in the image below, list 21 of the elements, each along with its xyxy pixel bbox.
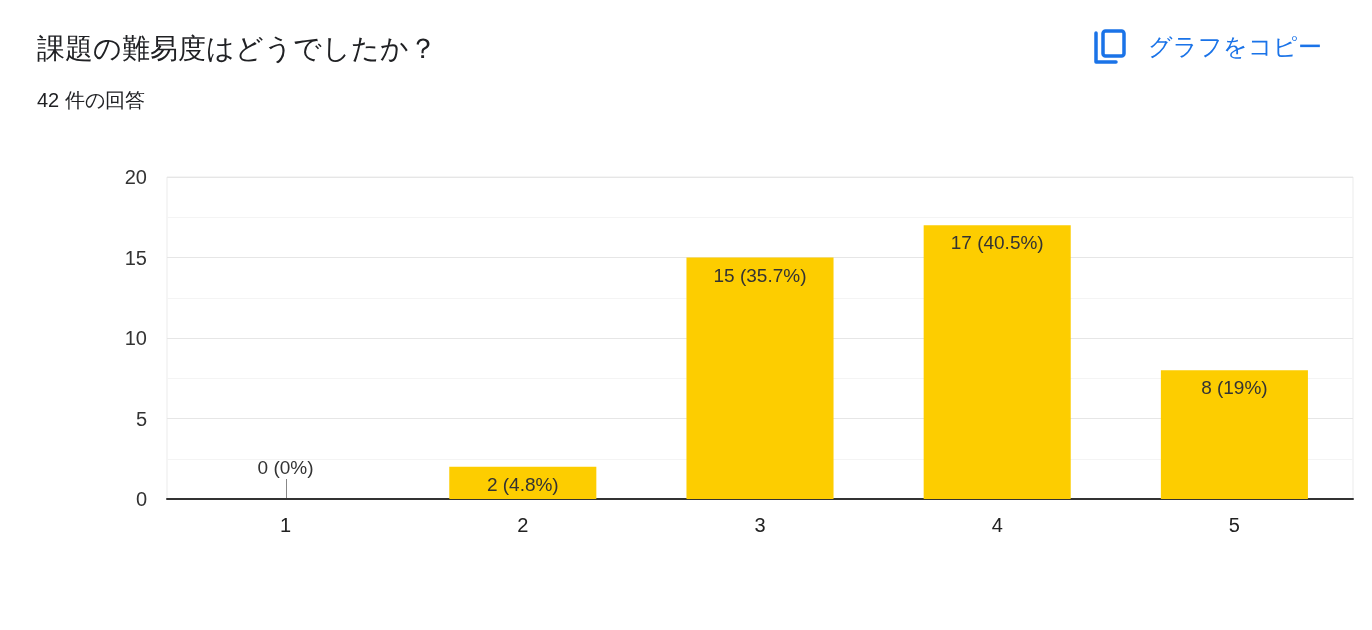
y-tick-label: 15 — [124, 246, 147, 269]
data-label: 0 (0%) — [257, 457, 314, 478]
x-tick-label: 1 — [280, 514, 292, 536]
y-tick-label: 20 — [124, 166, 147, 188]
x-tick-label: 5 — [1228, 514, 1240, 536]
bar — [686, 257, 834, 499]
x-tick-label: 2 — [517, 514, 529, 536]
data-label: 17 (40.5%) — [950, 232, 1044, 254]
y-tick-label: 0 — [135, 488, 147, 510]
data-label: 15 (35.7%) — [713, 264, 807, 286]
text: グラフをコピー — [1148, 32, 1322, 62]
y-tick-label: 5 — [135, 407, 147, 430]
chart-subtitle: 42 件の回答 — [37, 88, 145, 113]
x-tick-label: 4 — [991, 514, 1003, 536]
data-label: 8 (19%) — [1201, 377, 1268, 399]
bar — [1160, 370, 1308, 499]
bar — [923, 225, 1071, 499]
chart-title: 課題の難易度はどうでしたか？ — [37, 32, 437, 66]
x-tick-label: 3 — [754, 514, 766, 536]
y-tick-label: 10 — [124, 327, 147, 349]
data-label: 2 (4.8%) — [486, 473, 559, 495]
